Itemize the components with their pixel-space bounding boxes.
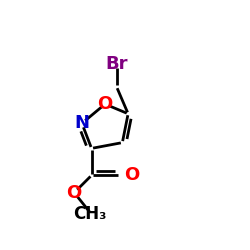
Text: Br: Br [105, 55, 128, 73]
Text: N: N [74, 114, 90, 132]
Text: O: O [98, 95, 113, 113]
Text: CH₃: CH₃ [73, 205, 106, 223]
Text: O: O [66, 184, 82, 202]
Text: O: O [124, 166, 140, 184]
